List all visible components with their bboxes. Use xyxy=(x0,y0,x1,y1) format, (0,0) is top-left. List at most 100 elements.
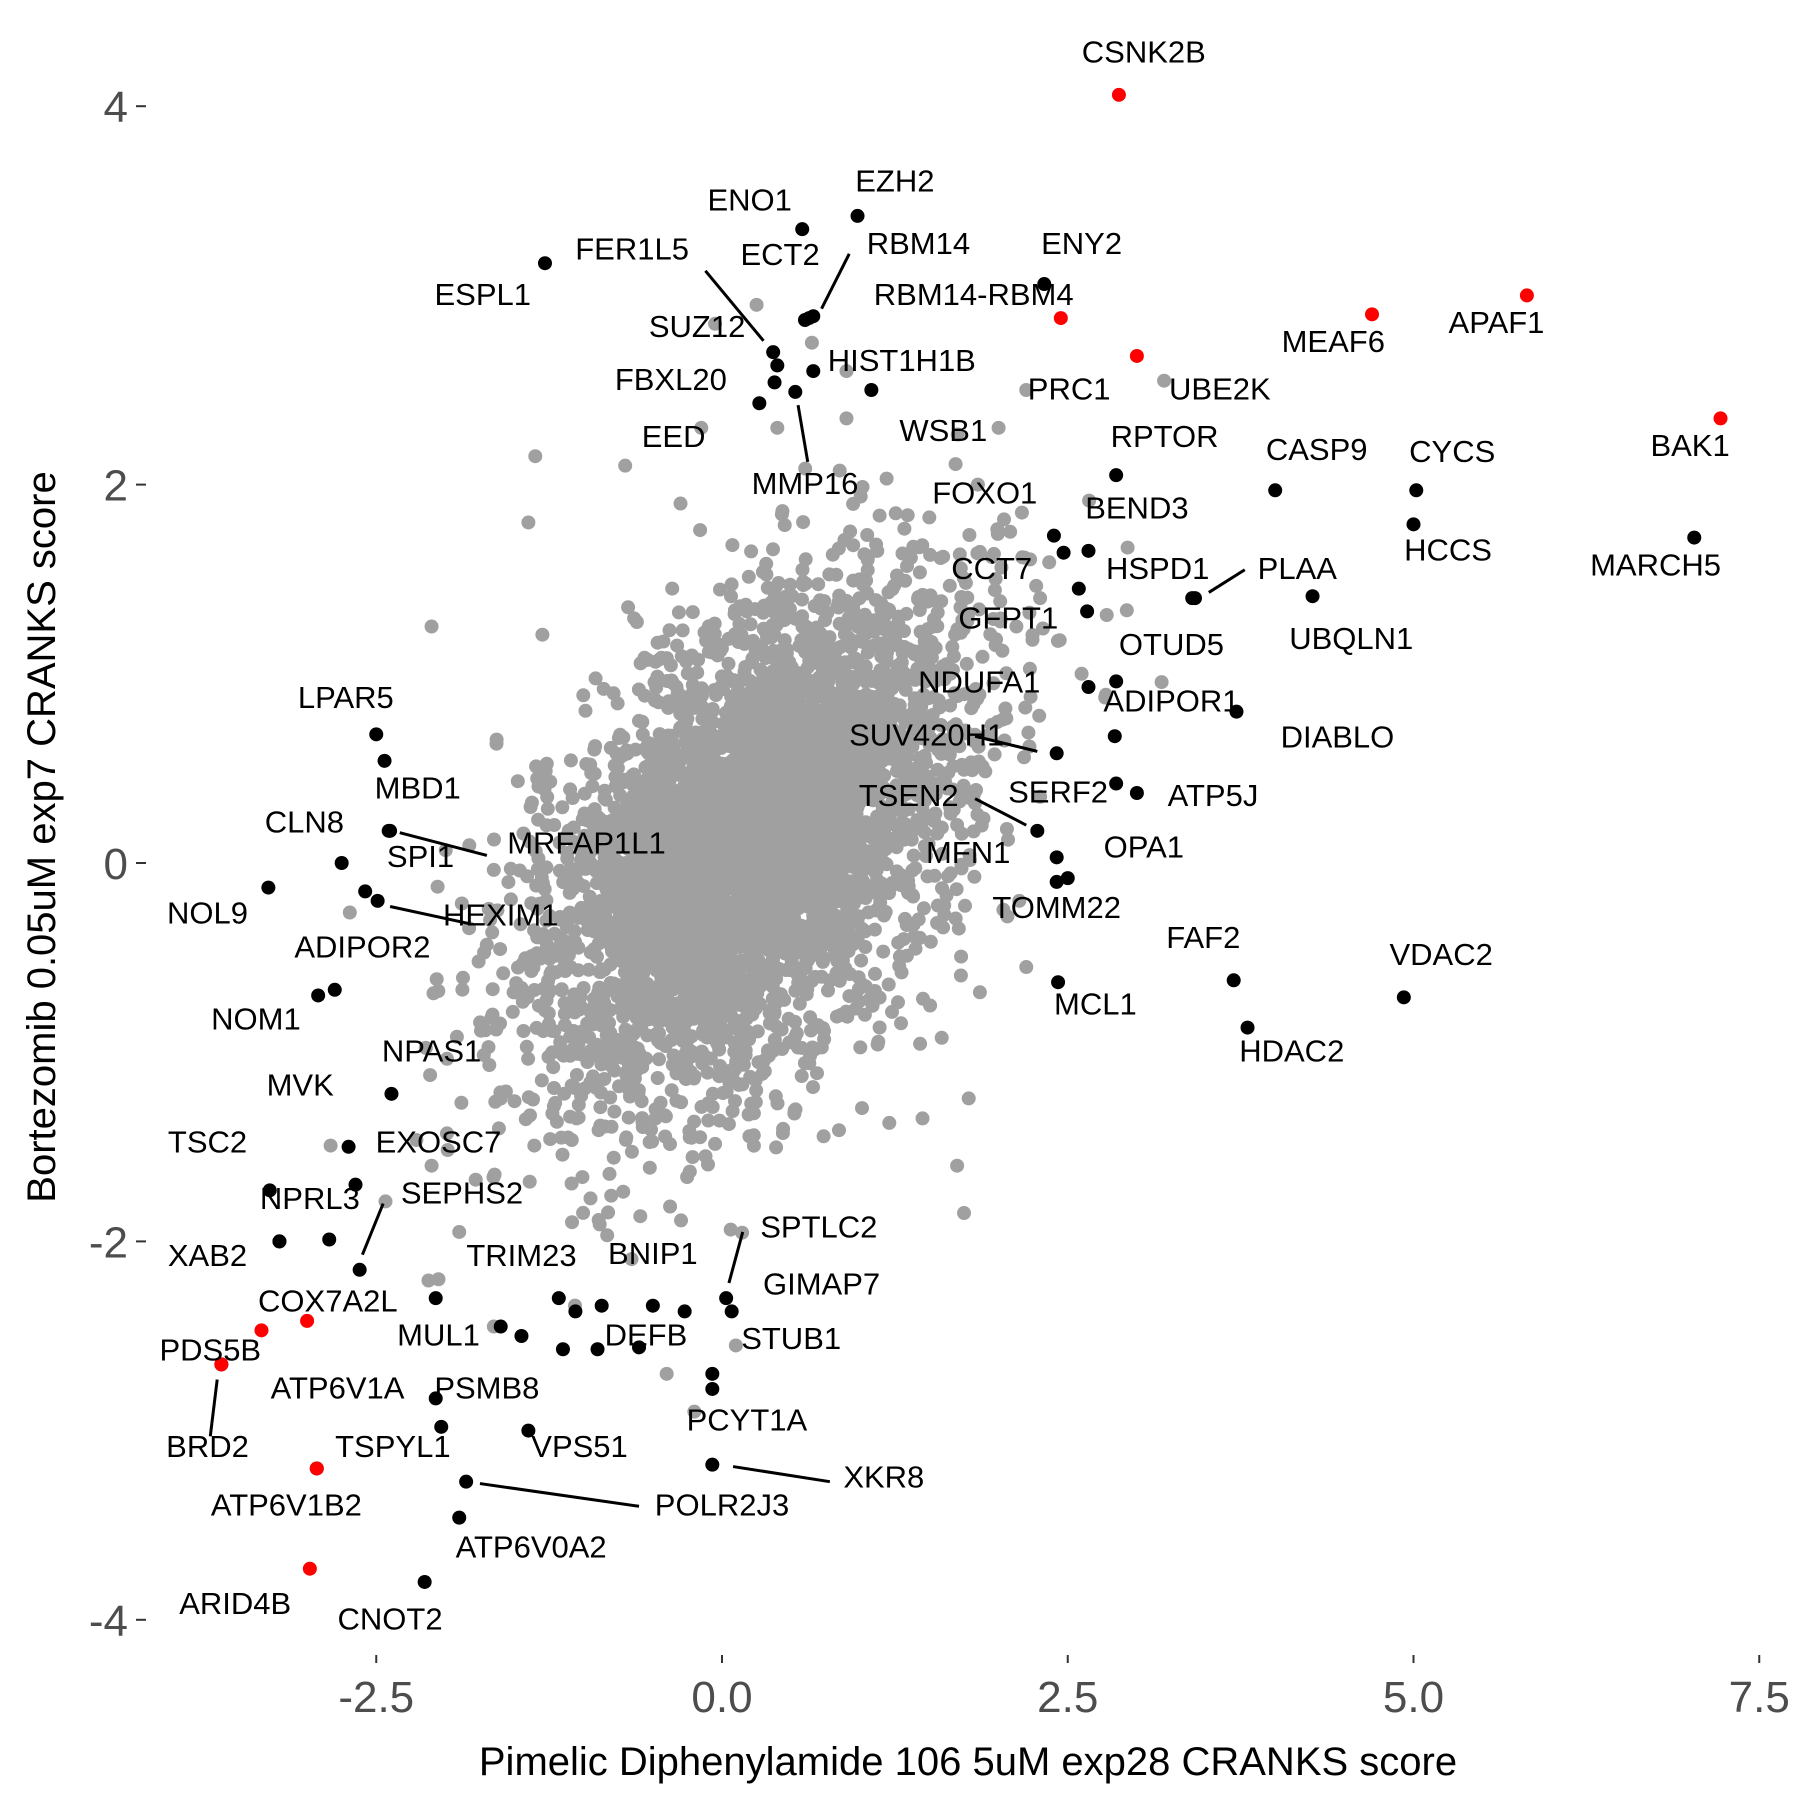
background-point xyxy=(767,1006,782,1020)
background-point xyxy=(624,1144,639,1159)
background-point xyxy=(806,1080,820,1095)
background-point xyxy=(566,820,581,835)
background-point xyxy=(656,800,671,815)
background-point xyxy=(686,1011,701,1026)
background-point xyxy=(680,666,695,681)
background-point xyxy=(608,769,623,784)
background-point xyxy=(642,1160,657,1175)
background-point xyxy=(440,1051,454,1066)
background-point xyxy=(485,982,500,997)
point-label: MVK xyxy=(267,1068,335,1103)
background-point xyxy=(696,1028,711,1043)
background-point xyxy=(687,1404,702,1419)
background-point xyxy=(468,1172,483,1187)
background-point xyxy=(606,1150,621,1165)
background-point xyxy=(994,560,1009,575)
background-point xyxy=(839,364,854,379)
point-label: BNIP1 xyxy=(608,1236,698,1271)
background-point xyxy=(858,979,873,994)
background-point xyxy=(761,1043,775,1058)
background-point xyxy=(858,659,873,674)
background-point xyxy=(555,1147,570,1162)
background-point xyxy=(597,850,612,865)
background-point xyxy=(840,719,855,734)
background-point xyxy=(656,831,671,846)
background-point xyxy=(555,800,570,815)
point-label: PCYT1A xyxy=(687,1403,808,1438)
background-point xyxy=(679,1034,694,1049)
background-point xyxy=(942,578,957,593)
point-label: EZH2 xyxy=(855,163,934,198)
background-point xyxy=(733,776,748,791)
background-point xyxy=(698,1149,713,1164)
point-label: FAF2 xyxy=(1166,920,1240,955)
background-point xyxy=(816,1129,831,1144)
background-point xyxy=(810,881,825,896)
labeled-point xyxy=(555,1342,570,1357)
labeled-point xyxy=(864,383,879,397)
background-point xyxy=(456,970,470,985)
background-point xyxy=(843,524,858,539)
background-point xyxy=(768,876,783,891)
background-point xyxy=(635,966,650,981)
background-point xyxy=(770,1096,785,1111)
background-point xyxy=(789,965,804,980)
y-tick-label: -4 xyxy=(89,1597,128,1646)
background-point xyxy=(503,892,518,907)
background-point xyxy=(725,753,740,768)
background-point xyxy=(967,869,982,884)
background-point xyxy=(814,914,829,929)
background-point xyxy=(573,989,588,1004)
background-point xyxy=(927,612,941,627)
background-point xyxy=(763,896,777,911)
background-point xyxy=(580,1016,595,1031)
point-label: MARCH5 xyxy=(1590,547,1721,582)
highlighted-point xyxy=(302,1561,317,1576)
x-tick-label: 2.5 xyxy=(1037,1673,1098,1722)
background-point xyxy=(631,1085,646,1100)
point-label: SPI1 xyxy=(387,839,454,874)
background-point xyxy=(559,920,574,934)
labeled-point xyxy=(1109,776,1124,791)
background-point xyxy=(323,1138,338,1153)
background-point xyxy=(615,994,630,1009)
point-label: PLAA xyxy=(1258,551,1338,586)
background-point xyxy=(576,1205,591,1220)
background-point xyxy=(527,923,542,938)
background-point xyxy=(1012,893,1027,908)
background-point xyxy=(1052,633,1067,648)
background-point xyxy=(854,953,869,968)
background-point xyxy=(872,508,887,523)
labeled-point xyxy=(705,1381,720,1396)
background-point xyxy=(821,761,836,776)
labeled-point xyxy=(521,1423,536,1438)
background-point xyxy=(841,944,856,959)
point-label: COX7A2L xyxy=(258,1283,398,1318)
point-label: RPTOR xyxy=(1111,419,1219,454)
background-point xyxy=(966,824,981,839)
point-label: FER1L5 xyxy=(575,231,689,266)
background-point xyxy=(693,992,708,1007)
background-point xyxy=(554,1130,569,1145)
point-label: VDAC2 xyxy=(1389,937,1492,972)
background-point xyxy=(493,942,508,957)
background-point xyxy=(899,643,913,658)
background-point xyxy=(836,811,851,826)
background-point xyxy=(798,800,813,815)
background-point xyxy=(853,489,868,504)
background-point xyxy=(673,720,688,735)
background-point xyxy=(894,965,909,980)
background-point xyxy=(449,1029,464,1044)
background-point xyxy=(693,1130,708,1145)
background-point xyxy=(661,694,676,709)
background-point xyxy=(603,816,618,831)
background-point xyxy=(725,538,740,553)
background-point xyxy=(928,787,943,801)
labeled-point xyxy=(272,1234,287,1249)
background-point xyxy=(571,940,586,955)
background-point xyxy=(647,675,662,690)
labeled-point xyxy=(1060,871,1075,886)
background-point xyxy=(485,1007,500,1022)
background-point xyxy=(845,915,860,930)
background-point xyxy=(563,1109,578,1124)
